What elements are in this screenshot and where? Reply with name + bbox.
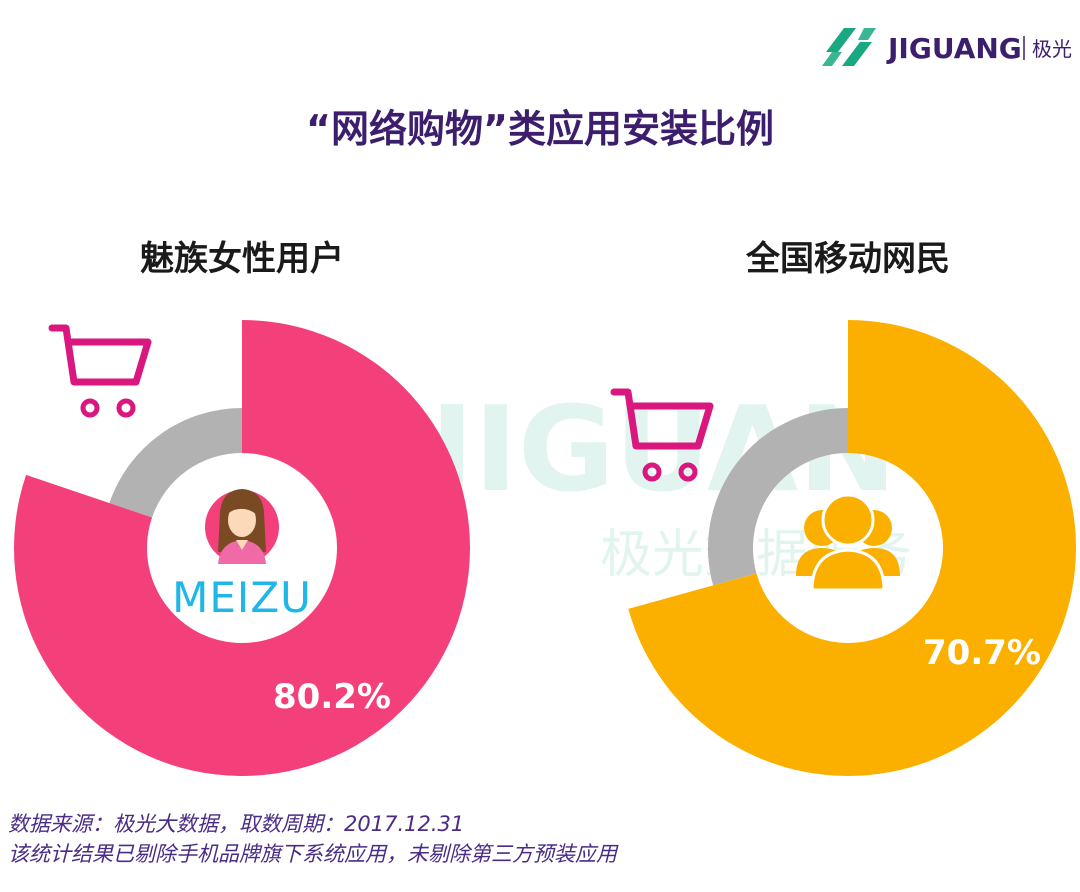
chart-title: 全国移动网民 — [745, 239, 950, 279]
source-note: 数据来源：极光大数据，取数周期：2017.12.31 — [8, 812, 465, 836]
donut-chart — [14, 320, 471, 776]
donut-value-slice — [14, 320, 471, 776]
woman-avatar-icon — [205, 489, 279, 564]
brand-cn-name: 极光 — [1032, 37, 1072, 61]
donut-chart — [628, 320, 1076, 776]
brand-name: JIGUANG — [886, 32, 1022, 65]
disclaimer-note: 该统计结果已剔除手机品牌旗下系统应用，未剔除第三方预装应用 — [8, 842, 617, 866]
chart-national-mobile: 全国移动网民 70.7% — [610, 239, 1076, 776]
shopping-cart-icon — [610, 388, 714, 482]
donut-remainder-slice — [109, 408, 242, 518]
data-label-value: 80.2% — [273, 677, 391, 717]
user-group-icon — [796, 493, 900, 592]
page-title: “网络购物”类应用安装比例 — [306, 107, 774, 151]
meizu-logo: MEIZU — [172, 573, 312, 622]
chart-meizu-female: 魅族女性用户 MEIZU 80.2% — [14, 239, 471, 776]
brand-mark-icon — [822, 28, 876, 66]
data-label-value: 70.7% — [923, 633, 1041, 673]
chart-title: 魅族女性用户 — [140, 239, 344, 279]
shopping-cart-icon — [48, 324, 152, 418]
donut-remainder-slice — [708, 408, 848, 586]
brand-logo: JIGUANG 极光 — [822, 28, 1072, 66]
donut-value-slice — [628, 320, 1076, 776]
